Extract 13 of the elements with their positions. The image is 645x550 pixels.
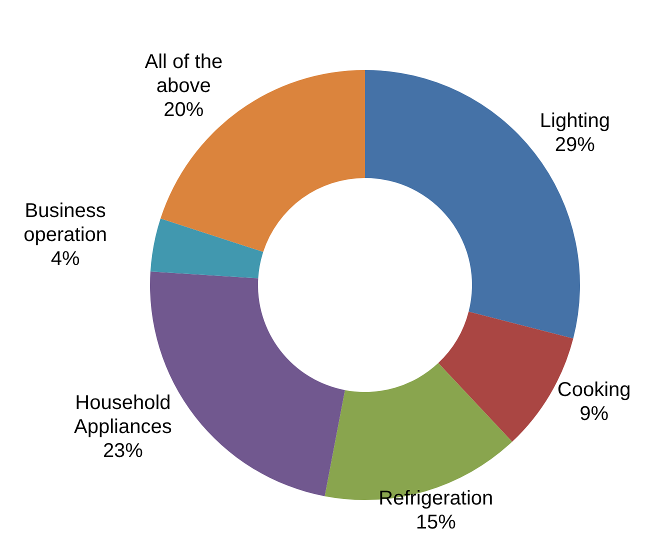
slice-label: Lighting: [540, 110, 610, 132]
donut-slice: [150, 218, 264, 278]
data-label: 29%: [554, 134, 596, 156]
slice-label: Cooking: [557, 379, 631, 402]
slice-label: Household Appliances: [74, 392, 172, 438]
data-label: 23%: [102, 440, 144, 462]
slice-label: Refrigeration: [378, 487, 494, 510]
data-label: 9%: [580, 403, 609, 426]
data-label: 15%: [416, 511, 456, 534]
data-label: 4%: [50, 248, 80, 270]
data-label: 20%: [164, 98, 204, 121]
slice-label: All of the above: [144, 50, 223, 97]
slice-label: Business operation: [24, 200, 108, 246]
